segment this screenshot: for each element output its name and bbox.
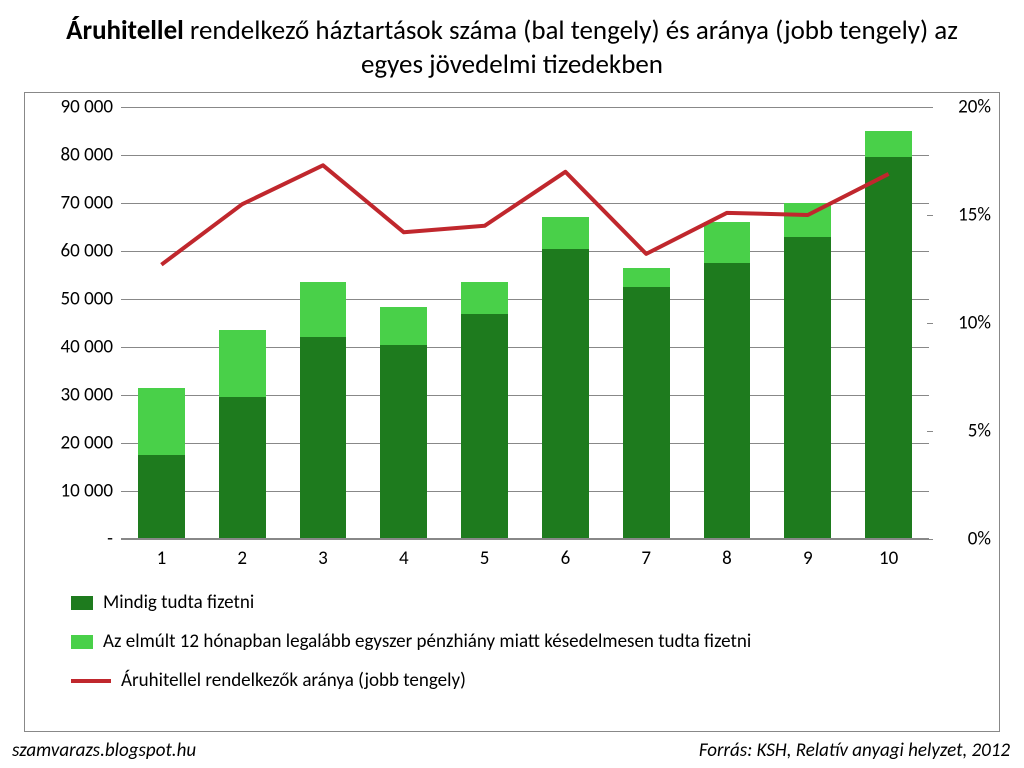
x-tick-label: 4 xyxy=(399,547,409,570)
y-left-tick-label: - xyxy=(25,528,113,551)
line-series xyxy=(121,107,929,539)
y-left-tick-label: 30 000 xyxy=(25,384,113,407)
y-left-tick-label: 10 000 xyxy=(25,480,113,503)
title-bold: Áruhitellel xyxy=(66,14,184,47)
y-left-tick-label: 50 000 xyxy=(25,288,113,311)
x-axis-baseline xyxy=(121,538,929,539)
legend-swatch-line xyxy=(71,679,111,683)
chart-title: Áruhitellel rendelkező háztartások száma… xyxy=(0,0,1024,86)
x-tick-label: 10 xyxy=(879,547,898,570)
y-left-tick-label: 40 000 xyxy=(25,336,113,359)
y-right-tick-label: 20% xyxy=(933,96,991,119)
chart-container: - 10 000 20 000 30 000 40 000 50 000 60 000 70 … xyxy=(24,92,1000,732)
gridline xyxy=(121,539,929,540)
y-left-tick-label: 60 000 xyxy=(25,240,113,263)
y-right-tick-label: 0% xyxy=(933,528,991,551)
y-left-axis-labels: -10 00020 00030 00040 00050 00060 00070 … xyxy=(25,107,117,539)
legend-label-3: Áruhitellel rendelkezők aránya (jobb ten… xyxy=(121,671,466,690)
page: { "title": { "bold_lead": "Áruhitellel",… xyxy=(0,0,1024,768)
y-left-tick-label: 70 000 xyxy=(25,192,113,215)
y-left-tick-label: 90 000 xyxy=(25,96,113,119)
x-axis-labels: 1 2 3 4 5 6 7 8 9 10 xyxy=(121,543,929,573)
y-left-tick-label: 20 000 xyxy=(25,432,113,455)
footer-left: szamvarazs.blogspot.hu xyxy=(12,739,196,762)
legend-item-2: Az elmúlt 12 hónapban legalább egyszer p… xyxy=(71,632,979,651)
y-right-axis-labels: 0%5%10%15%20% xyxy=(933,107,999,539)
x-tick-label: 2 xyxy=(237,547,247,570)
legend-item-1: Mindig tudta fizetni xyxy=(71,593,979,612)
x-tick-label: 1 xyxy=(157,547,167,570)
x-tick-label: 6 xyxy=(561,547,571,570)
legend: Mindig tudta fizetni Az elmúlt 12 hónapb… xyxy=(71,583,979,710)
line-path xyxy=(161,165,888,264)
legend-swatch-1 xyxy=(71,596,93,610)
title-rest: rendelkező háztartások száma (bal tengel… xyxy=(184,14,958,81)
y-left-tick-label: 80 000 xyxy=(25,144,113,167)
x-tick-label: 5 xyxy=(480,547,490,570)
y-right-tick-label: 10% xyxy=(933,312,991,335)
plot-area xyxy=(121,107,929,539)
y-right-tick-label: 15% xyxy=(933,204,991,227)
y-right-tick-label: 5% xyxy=(933,420,991,443)
x-tick-label: 9 xyxy=(803,547,813,570)
legend-item-3: Áruhitellel rendelkezők aránya (jobb ten… xyxy=(71,671,979,690)
x-tick-label: 7 xyxy=(641,547,651,570)
legend-label-1: Mindig tudta fizetni xyxy=(103,593,254,612)
x-tick-label: 8 xyxy=(722,547,732,570)
footer-right: Forrás: KSH, Relatív anyagi helyzet, 201… xyxy=(699,739,1010,762)
x-tick-label: 3 xyxy=(318,547,328,570)
legend-label-2: Az elmúlt 12 hónapban legalább egyszer p… xyxy=(103,632,751,651)
legend-swatch-2 xyxy=(71,635,93,649)
